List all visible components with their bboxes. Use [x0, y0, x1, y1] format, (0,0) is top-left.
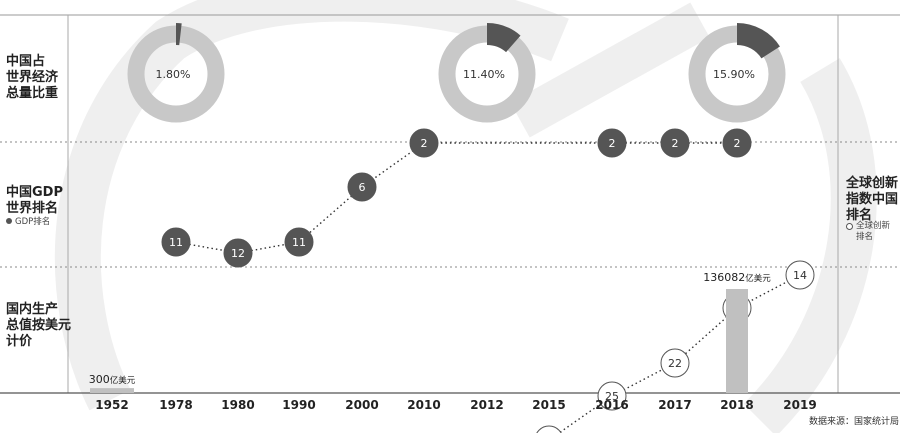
innovation-title: 全球创新 指数中国 排名 [846, 176, 899, 223]
x-tick-label: 1978 [159, 398, 192, 412]
innovation-rank-point [597, 381, 627, 411]
innovation-rank-label: 22 [668, 357, 682, 370]
gdp-rank-point [347, 172, 377, 202]
gdp-bar-label: 300亿美元 [89, 373, 136, 386]
x-tick-label: 2016 [595, 398, 628, 412]
watermark-arc [510, 2, 710, 138]
x-tick-label: 1952 [95, 398, 128, 412]
innovation-rank-point [536, 425, 562, 433]
x-tick-label: 2000 [345, 398, 378, 412]
gdp-value-title: 国内生产 总值按美元 计价 [6, 302, 72, 349]
gdp-rank-point [284, 227, 314, 257]
gdp-rank-point [722, 128, 752, 158]
gdp-rank-title: 中国GDP 世界排名 [6, 185, 63, 216]
share-title: 中国占 世界经济 总量比重 [6, 54, 59, 101]
gdp-rank-line [175, 142, 737, 254]
donut-share-slice [436, 23, 538, 125]
donut-share-slice [686, 23, 788, 125]
x-tick-label: 2019 [783, 398, 816, 412]
gdp-bar [90, 388, 134, 393]
donut-share-slice [125, 23, 227, 125]
gdp-bar-value: 136082 [703, 271, 745, 284]
gdp-rank-label: 2 [672, 137, 679, 150]
gdp-rank-point [597, 128, 627, 158]
innovation-legend: 全球创新 排名 [846, 221, 890, 243]
x-tick-label: 2012 [470, 398, 503, 412]
gdp-rank-legend: GDP排名 [6, 217, 50, 228]
innovation-rank-point [660, 348, 690, 378]
gdp-rank-point [660, 128, 690, 158]
gdp-rank-label: 2 [734, 137, 741, 150]
x-tick-label: 2018 [720, 398, 753, 412]
gdp-rank-point [409, 128, 439, 158]
gdp-bar-value: 300 [89, 373, 110, 386]
gdp-rank-point [223, 238, 253, 268]
donut-share-label: 15.90% [713, 68, 755, 81]
gdp-rank-point [161, 227, 191, 257]
watermark-arc [743, 58, 877, 433]
x-tick-label: 2015 [532, 398, 565, 412]
x-tick-label: 2017 [658, 398, 691, 412]
gdp-bar [726, 289, 748, 393]
innovation-rank-label: 14 [793, 269, 807, 282]
x-tick-label: 1990 [282, 398, 315, 412]
gdp-rank-label: 6 [359, 181, 366, 194]
gdp-rank-label: 11 [169, 236, 183, 249]
gdp-rank-label: 2 [421, 137, 428, 150]
gdp-rank-label: 12 [231, 247, 245, 260]
source-note: 数据来源：国家统计局 [809, 417, 900, 427]
innovation-legend-marker [846, 223, 853, 230]
innovation-rank-point [785, 260, 815, 290]
gdp-rank-label: 11 [292, 236, 306, 249]
gdp-bar-unit: 亿美元 [110, 375, 136, 386]
gdp-bar-label: 136082亿美元 [703, 271, 771, 284]
donut-share-label: 1.80% [156, 68, 191, 81]
gdp-rank-label: 2 [609, 137, 616, 150]
x-tick-label: 1980 [221, 398, 254, 412]
x-tick-label: 2010 [407, 398, 440, 412]
gdp-bar-unit: 亿美元 [745, 273, 771, 284]
donut-share-label: 11.40% [463, 68, 505, 81]
gdp-rank-legend-marker [6, 218, 12, 224]
innovation-rank-label: 25 [605, 390, 619, 403]
watermark-arc [54, 0, 569, 411]
gdp-rank-legend-label: GDP排名 [15, 217, 51, 227]
innovation-legend-label: 全球创新 排名 [856, 221, 891, 242]
